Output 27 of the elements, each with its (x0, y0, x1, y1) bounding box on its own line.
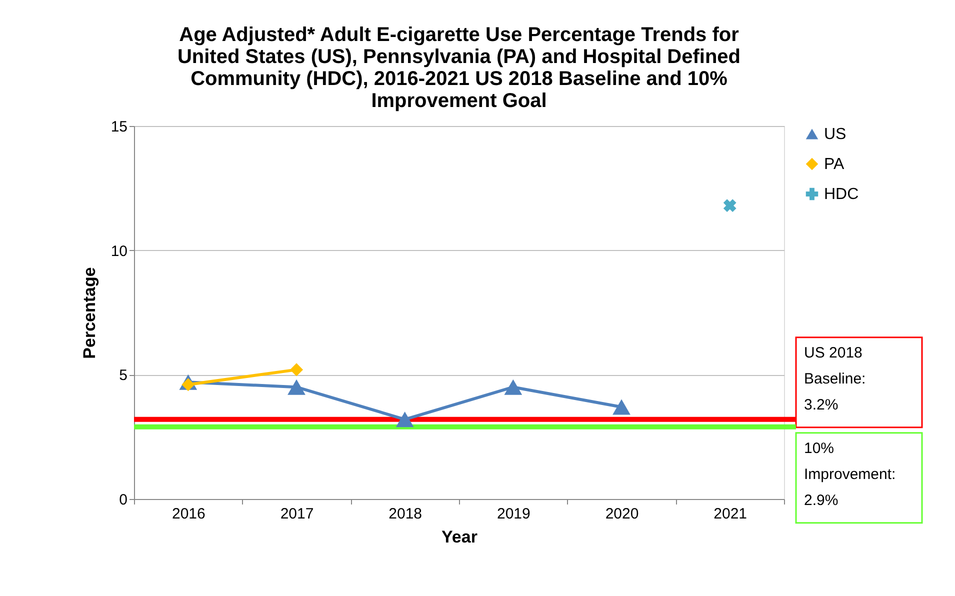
x-tick-label: 2021 (714, 506, 748, 522)
point (396, 412, 414, 428)
text: United States (US), Pennsylvania (PA) and Hospital Defined (177, 46, 741, 68)
point (504, 379, 522, 395)
point (723, 199, 736, 212)
ref-line-label: US 2018 Baseline: 3.2% (804, 344, 866, 414)
point (290, 363, 304, 376)
x-tick-label: 2018 (388, 506, 422, 522)
y-axis-title: Percentage (80, 267, 99, 359)
y-tick-label: 10 (110, 242, 128, 260)
point (612, 399, 630, 415)
y-tick-label: 0 (119, 492, 128, 508)
text: Community (HDC), 2016-2021 US 2018 Baseline and 10% (190, 68, 728, 90)
x-tick-label: 2020 (605, 506, 639, 522)
legend-label: HDC (824, 186, 859, 203)
ref-line-label: 10% Improvement: 2.9% (804, 440, 896, 509)
legend-label: US (824, 126, 846, 143)
text: Age Adjusted* Adult E-cigarette Use Percentage Trends for (179, 24, 739, 46)
x-tick-label: 2016 (172, 506, 206, 522)
legend-label: PA (824, 156, 844, 173)
x-tick-label: 2017 (280, 506, 314, 522)
text: Improvement Goal (371, 90, 547, 112)
y-tick-label: 5 (119, 367, 128, 384)
y-tick-label: 15 (110, 118, 128, 136)
point (288, 379, 306, 395)
x-axis-title: Year (442, 528, 478, 546)
x-tick-label: 2019 (496, 506, 530, 522)
